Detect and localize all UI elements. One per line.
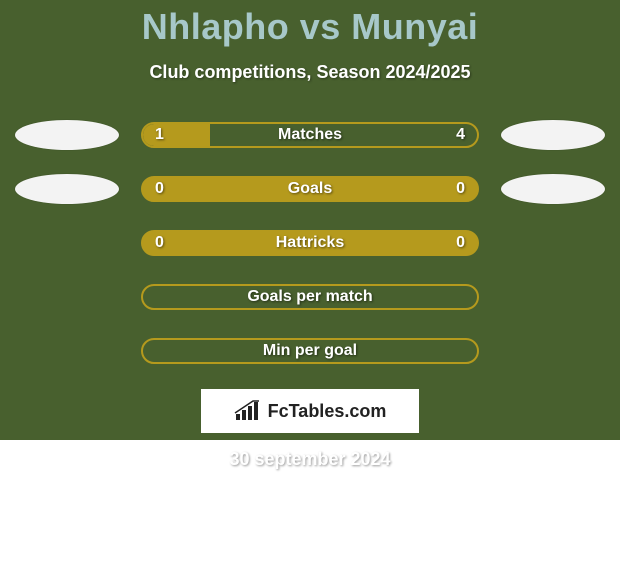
stat-row: 1Matches4 [0, 119, 620, 151]
stat-row: 0Goals0 [0, 173, 620, 205]
left-player-slot [11, 281, 123, 313]
stat-label: Goals [143, 180, 477, 198]
stat-bar: Min per goal [141, 338, 479, 364]
stat-label: Min per goal [143, 342, 477, 360]
stat-right-value: 0 [456, 180, 465, 198]
stat-right-value: 0 [456, 234, 465, 252]
bar-chart-icon [234, 400, 260, 422]
stat-label: Hattricks [143, 234, 477, 252]
player-ellipse-icon [501, 120, 605, 150]
stat-bar: 0Goals0 [141, 176, 479, 202]
snapshot-date: 30 september 2024 [0, 449, 620, 470]
right-player-slot [497, 281, 609, 313]
stat-bar: Goals per match [141, 284, 479, 310]
right-player-slot [497, 173, 609, 205]
source-logo-text: FcTables.com [268, 401, 387, 422]
stat-right-value: 4 [456, 126, 465, 144]
player-ellipse-icon [15, 120, 119, 150]
right-player-slot [497, 227, 609, 259]
comparison-panel: Nhlapho vs Munyai Club competitions, Sea… [0, 0, 620, 440]
left-player-slot [11, 173, 123, 205]
stat-label: Goals per match [143, 288, 477, 306]
stat-bar: 1Matches4 [141, 122, 479, 148]
page-subtitle: Club competitions, Season 2024/2025 [0, 62, 620, 83]
stat-bar: 0Hattricks0 [141, 230, 479, 256]
left-player-slot [11, 335, 123, 367]
stat-label: Matches [143, 126, 477, 144]
stats-rows: 1Matches40Goals00Hattricks0Goals per mat… [0, 119, 620, 367]
stat-row: 0Hattricks0 [0, 227, 620, 259]
stat-row: Goals per match [0, 281, 620, 313]
player-ellipse-icon [15, 174, 119, 204]
left-player-slot [11, 227, 123, 259]
source-logo-box: FcTables.com [201, 389, 419, 433]
right-player-slot [497, 335, 609, 367]
stat-row: Min per goal [0, 335, 620, 367]
right-player-slot [497, 119, 609, 151]
left-player-slot [11, 119, 123, 151]
player-ellipse-icon [501, 174, 605, 204]
page-title: Nhlapho vs Munyai [0, 6, 620, 48]
